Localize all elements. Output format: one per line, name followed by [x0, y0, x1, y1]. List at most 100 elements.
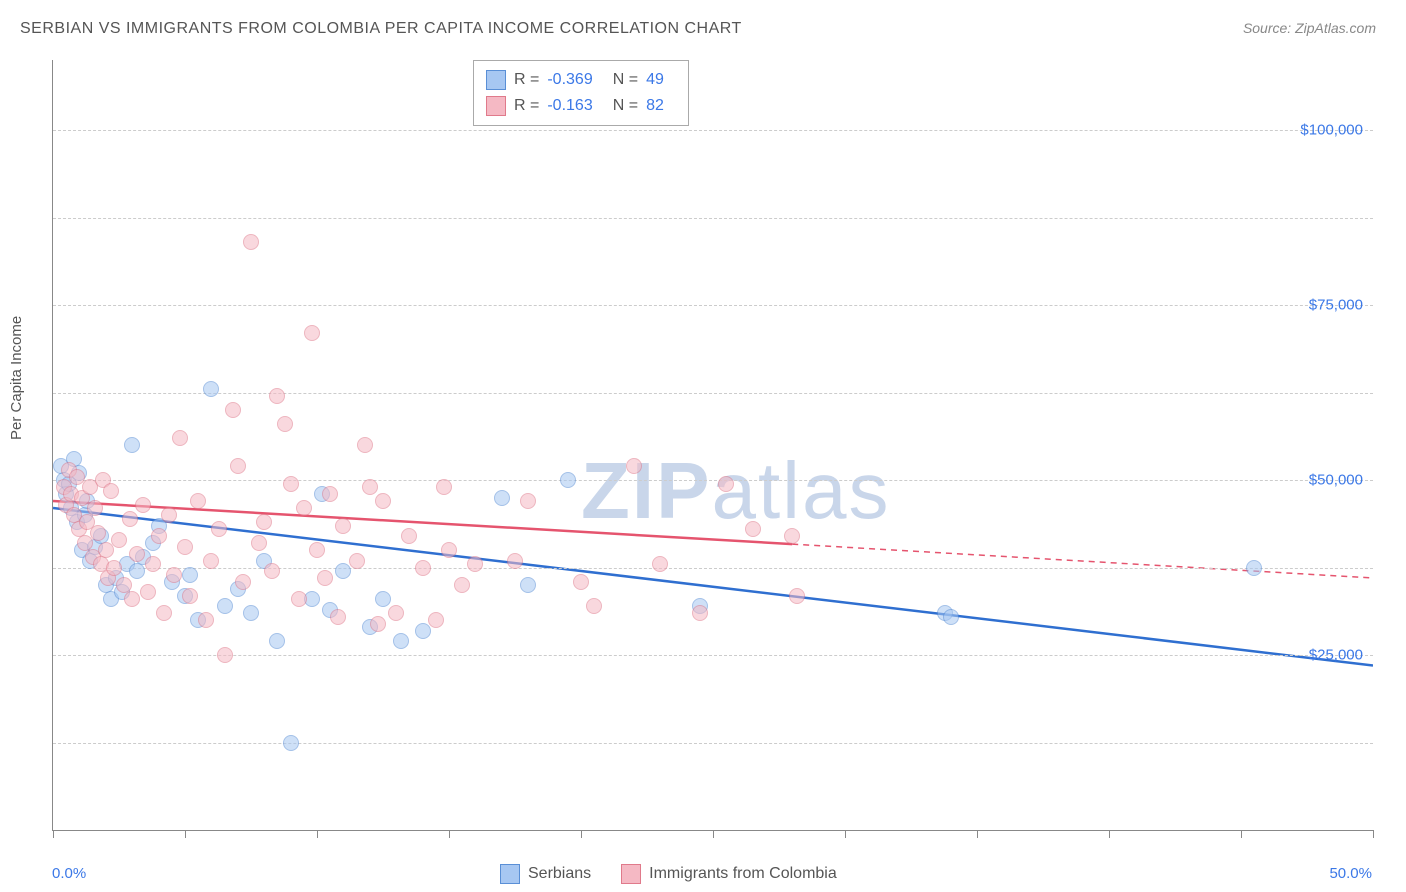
series-swatch — [486, 70, 506, 90]
stat-value-n: 82 — [646, 97, 664, 115]
scatter-point — [156, 605, 172, 621]
scatter-point — [140, 584, 156, 600]
scatter-point — [243, 605, 259, 621]
x-tick — [845, 830, 846, 838]
gridline — [53, 130, 1373, 131]
scatter-point — [182, 567, 198, 583]
scatter-point — [135, 497, 151, 513]
scatter-point — [789, 588, 805, 604]
scatter-point — [586, 598, 602, 614]
scatter-point — [269, 633, 285, 649]
scatter-point — [322, 486, 338, 502]
scatter-point — [335, 563, 351, 579]
legend: Serbians Immigrants from Colombia — [500, 864, 837, 884]
scatter-point — [190, 493, 206, 509]
scatter-point — [217, 647, 233, 663]
stats-row: R =-0.369N =49 — [486, 67, 676, 93]
scatter-point — [256, 514, 272, 530]
scatter-point — [129, 546, 145, 562]
scatter-point — [225, 402, 241, 418]
scatter-point — [330, 609, 346, 625]
gridline — [53, 568, 1373, 569]
scatter-point — [124, 591, 140, 607]
scatter-point — [428, 612, 444, 628]
scatter-point — [87, 500, 103, 516]
scatter-point — [129, 563, 145, 579]
gridline — [53, 218, 1373, 219]
scatter-point — [296, 500, 312, 516]
scatter-point — [388, 605, 404, 621]
scatter-point — [784, 528, 800, 544]
scatter-point — [626, 458, 642, 474]
gridline — [53, 305, 1373, 306]
y-tick-label: $100,000 — [1300, 122, 1363, 139]
x-tick — [1373, 830, 1374, 838]
x-tick — [713, 830, 714, 838]
scatter-point — [145, 556, 161, 572]
regression-line-extrapolated — [792, 544, 1373, 578]
scatter-point — [415, 623, 431, 639]
scatter-point — [415, 560, 431, 576]
x-tick — [1109, 830, 1110, 838]
scatter-point — [362, 479, 378, 495]
x-tick — [581, 830, 582, 838]
stats-row: R =-0.163N =82 — [486, 93, 676, 119]
scatter-point — [103, 483, 119, 499]
scatter-point — [401, 528, 417, 544]
scatter-point — [393, 633, 409, 649]
scatter-point — [454, 577, 470, 593]
scatter-point — [745, 521, 761, 537]
legend-swatch — [500, 864, 520, 884]
stat-label-r: R = — [514, 71, 539, 89]
scatter-point — [375, 493, 391, 509]
y-axis-label: Per Capita Income — [8, 316, 25, 440]
scatter-point — [283, 476, 299, 492]
x-tick-label: 0.0% — [52, 865, 86, 882]
scatter-point — [98, 542, 114, 558]
scatter-point — [335, 518, 351, 534]
stat-value-r: -0.369 — [547, 71, 592, 89]
gridline — [53, 393, 1373, 394]
watermark-light: atlas — [711, 446, 890, 535]
scatter-point — [349, 553, 365, 569]
legend-label: Immigrants from Colombia — [649, 865, 837, 883]
scatter-point — [718, 476, 734, 492]
scatter-point — [172, 430, 188, 446]
scatter-point — [1246, 560, 1262, 576]
scatter-point — [161, 507, 177, 523]
scatter-point — [507, 553, 523, 569]
scatter-point — [309, 542, 325, 558]
scatter-point — [90, 525, 106, 541]
legend-item: Serbians — [500, 864, 591, 884]
stat-value-r: -0.163 — [547, 97, 592, 115]
scatter-point — [217, 598, 233, 614]
plot-area: ZIPatlas R =-0.369N =49R =-0.163N =82 $2… — [52, 60, 1373, 831]
scatter-point — [467, 556, 483, 572]
gridline — [53, 743, 1373, 744]
y-tick-label: $25,000 — [1309, 647, 1363, 664]
scatter-point — [357, 437, 373, 453]
regression-line — [53, 508, 1373, 666]
scatter-point — [230, 458, 246, 474]
scatter-point — [304, 325, 320, 341]
scatter-point — [111, 532, 127, 548]
scatter-point — [264, 563, 280, 579]
scatter-point — [198, 612, 214, 628]
legend-swatch — [621, 864, 641, 884]
x-tick — [977, 830, 978, 838]
y-tick-label: $75,000 — [1309, 297, 1363, 314]
scatter-point — [560, 472, 576, 488]
scatter-point — [251, 535, 267, 551]
scatter-point — [124, 437, 140, 453]
scatter-point — [370, 616, 386, 632]
scatter-point — [235, 574, 251, 590]
regression-lines — [53, 60, 1373, 830]
x-tick — [185, 830, 186, 838]
scatter-point — [177, 539, 193, 555]
scatter-point — [166, 567, 182, 583]
chart-title: SERBIAN VS IMMIGRANTS FROM COLOMBIA PER … — [20, 20, 742, 38]
scatter-point — [243, 234, 259, 250]
scatter-point — [520, 493, 536, 509]
scatter-point — [652, 556, 668, 572]
legend-label: Serbians — [528, 865, 591, 883]
